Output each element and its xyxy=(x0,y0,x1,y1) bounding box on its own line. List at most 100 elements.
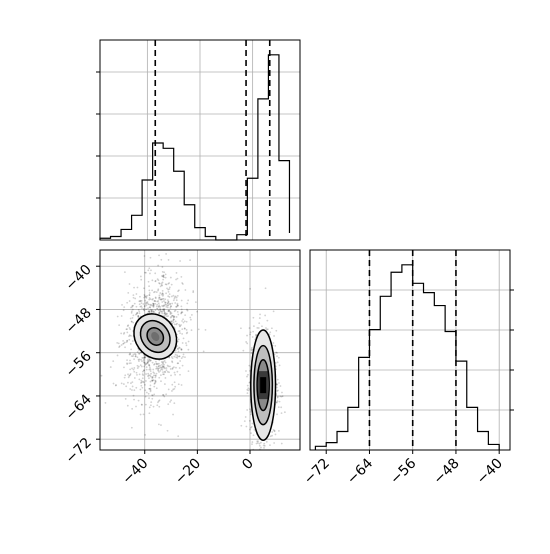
sample-point xyxy=(148,289,151,292)
sample-point xyxy=(272,342,275,344)
sample-point xyxy=(156,307,158,310)
sample-point xyxy=(154,280,157,283)
sample-point xyxy=(151,308,153,311)
sample-point xyxy=(149,366,151,369)
sample-point xyxy=(162,365,165,368)
sample-point xyxy=(184,289,187,291)
sample-point xyxy=(158,282,160,284)
sample-point xyxy=(149,272,151,275)
sample-point xyxy=(155,365,158,368)
sample-point xyxy=(176,277,179,280)
sample-point xyxy=(130,306,132,309)
sample-point xyxy=(131,308,134,311)
histogram-step-line xyxy=(99,54,291,241)
sample-point xyxy=(176,302,179,305)
sample-point xyxy=(177,362,180,365)
sample-point xyxy=(137,315,140,317)
sample-point xyxy=(145,363,147,365)
sample-point xyxy=(158,294,161,297)
sample-point xyxy=(130,320,133,323)
sample-point xyxy=(147,307,149,310)
sample-point xyxy=(128,283,131,285)
sample-point xyxy=(131,304,134,307)
sample-point xyxy=(151,397,154,400)
sample-point xyxy=(156,363,159,365)
sample-point xyxy=(264,287,267,290)
sample-point xyxy=(259,441,262,444)
sample-point xyxy=(276,378,279,381)
sample-point xyxy=(162,362,165,365)
sample-point xyxy=(144,403,147,406)
sample-point xyxy=(167,309,170,312)
sample-point xyxy=(138,312,141,315)
sample-point xyxy=(168,288,171,290)
sample-point xyxy=(143,308,145,311)
sample-point xyxy=(115,384,117,386)
sample-point xyxy=(147,303,150,305)
sample-point xyxy=(164,361,167,364)
sample-point xyxy=(257,327,260,329)
sample-point xyxy=(159,366,162,369)
sample-point xyxy=(149,390,152,393)
sample-point xyxy=(262,444,265,447)
sample-point xyxy=(167,304,170,307)
sample-point xyxy=(137,365,140,368)
sample-point xyxy=(154,296,157,299)
sample-point xyxy=(150,304,152,307)
sample-point xyxy=(136,367,139,369)
sample-point xyxy=(275,383,278,385)
sample-point xyxy=(182,353,185,356)
sample-point xyxy=(245,341,248,343)
sample-point xyxy=(263,447,265,449)
sample-point xyxy=(144,395,147,398)
sample-point xyxy=(176,355,179,358)
sample-point xyxy=(145,271,147,274)
sample-point xyxy=(247,387,250,390)
sample-point xyxy=(162,308,165,311)
sample-point xyxy=(133,302,136,305)
sample-point xyxy=(168,309,170,312)
sample-point xyxy=(143,305,146,308)
sample-point xyxy=(186,308,188,311)
sample-point xyxy=(156,300,159,303)
sample-point xyxy=(148,306,151,309)
sample-point xyxy=(204,329,207,331)
sample-point xyxy=(143,361,146,364)
sample-point xyxy=(126,404,129,407)
sample-point xyxy=(155,291,158,294)
sample-point xyxy=(258,444,261,447)
sample-point xyxy=(177,338,180,341)
sample-point xyxy=(180,305,183,308)
sample-point xyxy=(180,349,183,351)
sample-point xyxy=(148,294,151,296)
sample-point xyxy=(150,310,153,313)
sample-point xyxy=(249,331,252,334)
sample-point xyxy=(127,376,130,379)
sample-point xyxy=(132,353,135,356)
sample-point xyxy=(128,375,131,377)
sample-point xyxy=(177,330,180,333)
sample-point xyxy=(186,302,189,305)
sample-point xyxy=(276,390,279,392)
sample-point xyxy=(172,299,175,302)
sample-point xyxy=(140,358,142,361)
sample-point xyxy=(131,340,134,342)
sample-point xyxy=(144,299,147,302)
sample-point xyxy=(159,310,161,313)
sample-point xyxy=(176,322,178,325)
sample-point xyxy=(276,383,278,386)
sample-point xyxy=(259,313,261,316)
sample-point xyxy=(130,426,133,429)
sample-point xyxy=(163,304,166,307)
sample-point xyxy=(151,304,154,307)
sample-point xyxy=(248,327,251,329)
sample-point xyxy=(138,378,141,381)
sample-point xyxy=(141,373,144,375)
sample-point xyxy=(171,314,174,317)
sample-point xyxy=(163,367,166,370)
sample-point xyxy=(181,282,184,284)
sample-point xyxy=(128,335,130,338)
sample-point xyxy=(151,279,154,282)
sample-point xyxy=(170,295,173,298)
cluster-density xyxy=(133,313,178,360)
